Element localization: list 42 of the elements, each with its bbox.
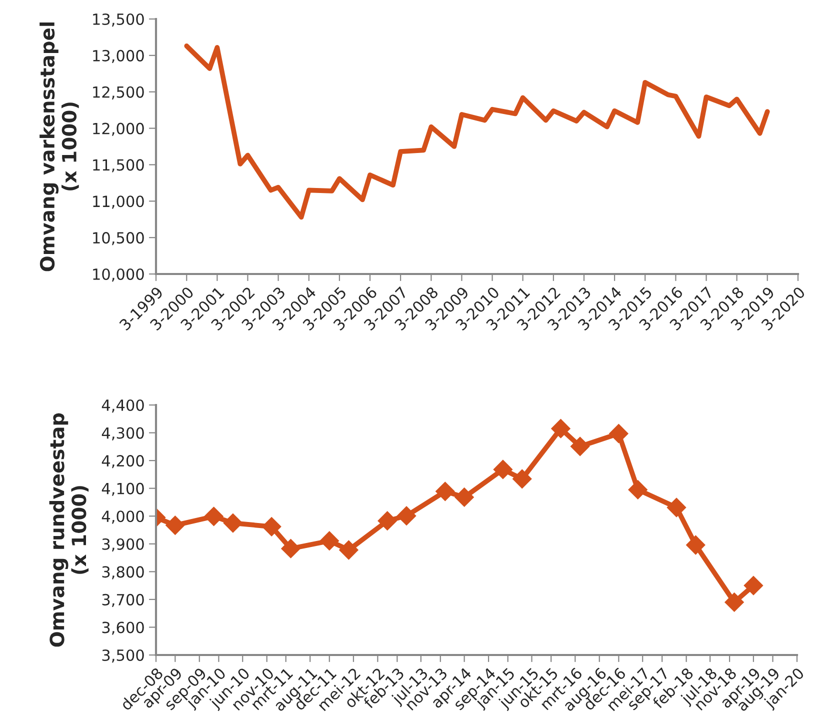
point <box>204 506 224 526</box>
y-tick-label: 3,900 <box>102 538 144 552</box>
line-series <box>184 44 770 220</box>
y-tick-label: 4,100 <box>102 482 144 496</box>
y-tick-label: 3,600 <box>102 622 144 635</box>
point <box>512 469 532 489</box>
point <box>570 436 590 456</box>
y-tick-label: 11,500 <box>93 159 144 172</box>
y-tick-label: 12,500 <box>93 86 144 100</box>
point <box>320 531 340 551</box>
y-tick-label: 12,000 <box>93 122 144 136</box>
y-tick-label: 4,400 <box>102 399 144 413</box>
point <box>280 538 301 558</box>
point <box>396 506 416 526</box>
y-tick-label: 13,000 <box>93 50 144 64</box>
y-tick-label: 4,300 <box>102 427 144 440</box>
y-tick-label: 10,500 <box>93 232 144 246</box>
point <box>338 540 359 560</box>
point <box>223 513 243 533</box>
point <box>493 460 513 480</box>
point <box>744 576 764 596</box>
y-tick-label: 3,800 <box>102 566 144 580</box>
point <box>454 487 474 508</box>
y-tick-label: 3,700 <box>102 594 144 608</box>
point <box>165 515 185 536</box>
y-axis-title: Omvang rundveestap (x 1000) <box>49 413 89 647</box>
point <box>262 516 282 536</box>
point <box>608 424 629 444</box>
y-tick-label: 3,500 <box>102 649 144 663</box>
y-tick-label: 13,500 <box>93 13 144 27</box>
point <box>435 482 455 502</box>
point <box>724 592 744 612</box>
y-tick-label: 10,000 <box>93 268 144 282</box>
point <box>686 535 706 555</box>
point <box>628 480 648 500</box>
y-axis-title: Omvang varkensstapel (x 1000) <box>40 22 79 272</box>
y-tick-label: 11,000 <box>93 196 144 209</box>
point <box>550 418 571 438</box>
y-tick-label: 4,200 <box>102 455 144 468</box>
y-tick-label: 4,000 <box>102 510 144 524</box>
point <box>378 511 398 531</box>
point <box>666 498 686 518</box>
